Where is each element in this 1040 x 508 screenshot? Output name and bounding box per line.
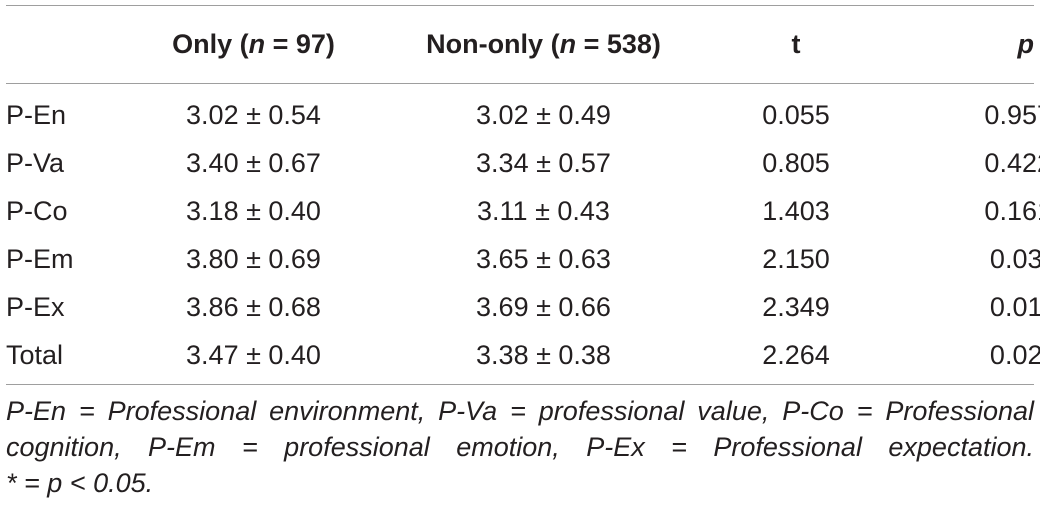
cell-p: 0.032* [989,243,1040,274]
footnote-line-3: * = p < 0.05. [6,468,154,498]
row-label: P-En [6,99,67,130]
cell-only: 3.86 ± 0.68 [186,291,321,322]
table-row: P-Va 3.40 ± 0.67 3.34 ± 0.57 0.805 0.422 [6,139,1040,187]
header-variable [6,6,136,83]
table-bottom-rule [6,384,1034,385]
cell-only: 3.40 ± 0.67 [186,147,321,178]
cell-t: 2.264 [762,339,830,370]
comparison-table: Only (n = 97) Non-only (n = 538) t p P-E… [6,6,1040,379]
cell-only: 3.18 ± 0.40 [186,195,321,226]
table-row: P-Ex 3.86 ± 0.68 3.69 ± 0.66 2.349 0.019… [6,283,1040,331]
cell-non-only: 3.69 ± 0.66 [476,291,611,322]
row-label: P-Va [6,147,65,178]
table-row: P-Co 3.18 ± 0.40 3.11 ± 0.43 1.403 0.161 [6,187,1040,235]
header-p: p [1017,29,1035,59]
table-row: P-En 3.02 ± 0.54 3.02 ± 0.49 0.055 0.957 [6,83,1040,139]
table-row: P-Em 3.80 ± 0.69 3.65 ± 0.63 2.150 0.032… [6,235,1040,283]
cell-p: 0.957 [984,99,1040,130]
cell-non-only: 3.11 ± 0.43 [477,195,610,226]
row-label: P-Ex [6,291,65,322]
cell-t: 0.805 [762,147,830,178]
cell-only: 3.80 ± 0.69 [186,243,321,274]
table-header-rule [6,83,1034,84]
cell-p: 0.019* [989,291,1040,322]
table-footnote: P-En = Professional environment, P-Va = … [6,393,1034,501]
row-label: Total [6,339,64,370]
header-non-only: Non-only (n = 538) [426,29,661,59]
cell-non-only: 3.65 ± 0.63 [476,243,611,274]
table-top-rule [6,5,1034,6]
cell-t: 1.403 [762,195,830,226]
row-label: P-Co [6,195,68,226]
table-row: Total 3.47 ± 0.40 3.38 ± 0.38 2.264 0.02… [6,331,1040,379]
cell-p: 0.161 [984,195,1040,226]
footnote-line-2: cognition, P-Em = professional emotion, … [6,432,1034,462]
cell-non-only: 3.02 ± 0.49 [476,99,611,130]
cell-t: 0.055 [762,99,830,130]
cell-non-only: 3.34 ± 0.57 [476,147,611,178]
cell-non-only: 3.38 ± 0.38 [476,339,611,370]
row-label: P-Em [6,243,74,274]
table-header-row: Only (n = 97) Non-only (n = 538) t p [6,6,1040,83]
header-t: t [791,29,801,59]
header-only: Only (n = 97) [172,29,335,59]
cell-p: 0.422 [984,147,1040,178]
cell-only: 3.02 ± 0.54 [186,99,321,130]
cell-only: 3.47 ± 0.40 [186,339,321,370]
cell-t: 2.349 [762,291,830,322]
footnote-line-1: P-En = Professional environment, P-Va = … [6,396,1034,426]
cell-p: 0.024* [989,339,1040,370]
cell-t: 2.150 [762,243,830,274]
